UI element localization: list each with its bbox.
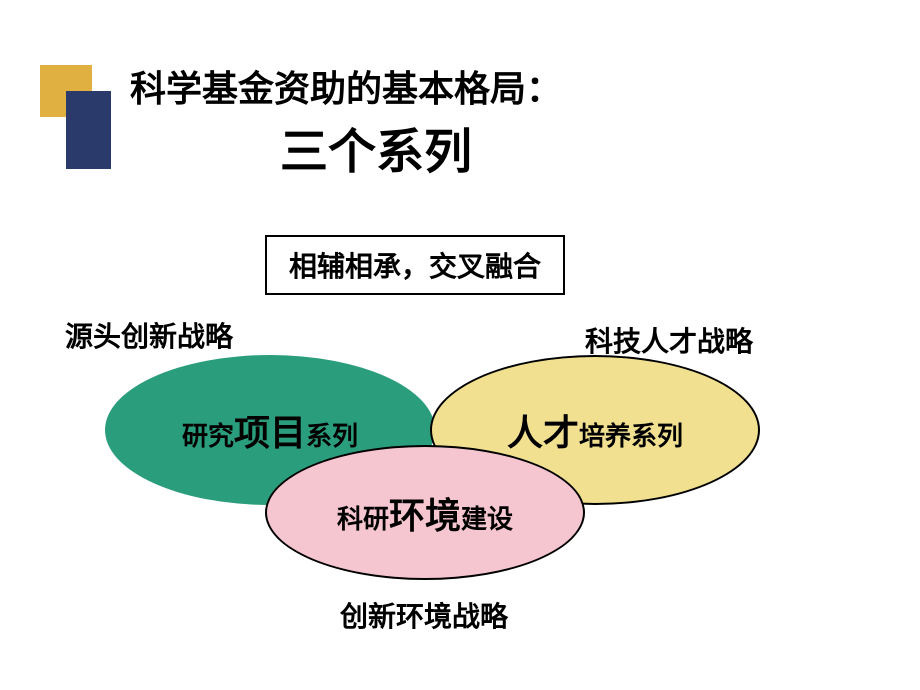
title-line2: 三个系列 xyxy=(280,112,472,182)
strategy-label-bottom: 创新环境战略 xyxy=(340,595,508,635)
strategy-label-right: 科技人才战略 xyxy=(585,320,753,360)
corner-decoration xyxy=(40,65,110,175)
caption-box: 相辅相承，交叉融合 xyxy=(265,235,565,295)
ellipse-research-environment: 科研环境建设 xyxy=(265,445,585,580)
ellipse-green-text: 研究项目系列 xyxy=(182,404,358,456)
strategy-label-left: 源头创新战略 xyxy=(65,315,233,355)
ellipse-pink-text: 科研环境建设 xyxy=(337,487,513,539)
title-line1: 科学基金资助的基本格局： xyxy=(130,60,562,112)
ellipse-yellow-text: 人才培养系列 xyxy=(507,404,683,456)
deco-navy-rect xyxy=(66,91,111,169)
